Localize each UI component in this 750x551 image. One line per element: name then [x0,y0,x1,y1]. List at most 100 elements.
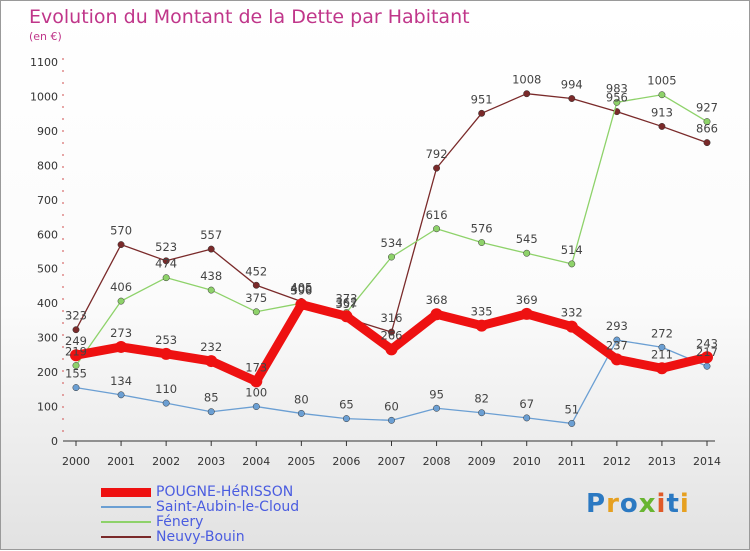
legend-item: Fénery [101,514,361,530]
data-label: 362 [335,295,357,309]
data-point [520,307,533,320]
data-point [433,404,441,412]
data-point [703,118,711,126]
x-tick-label: 2008 [423,455,451,468]
data-point [295,298,308,311]
x-tick-label: 2007 [378,455,406,468]
y-tick-label: 600 [37,228,58,241]
data-label: 474 [155,257,177,271]
data-point [297,409,305,417]
chart-unit: (en €) [29,30,62,43]
data-label: 60 [384,399,399,413]
logo-letter: r [606,489,620,519]
logo-letter: t [666,489,680,519]
series-1 [72,336,711,427]
data-label: 134 [110,374,132,388]
y-tick-label: 1000 [30,90,58,103]
data-point [703,139,711,147]
logo-letter: o [619,489,639,519]
data-point [568,95,576,102]
data-label: 557 [200,228,222,242]
x-tick-label: 2010 [513,455,541,468]
x-tick-label: 2011 [558,455,586,468]
data-label: 405 [290,280,312,294]
data-point [475,319,488,332]
data-label: 438 [200,269,222,283]
data-point [478,239,486,246]
data-label: 335 [471,305,493,319]
data-label: 368 [426,293,448,307]
data-point [252,403,260,410]
data-label: 792 [426,147,448,161]
data-label: 232 [200,340,222,354]
data-point [385,343,398,356]
logo-letter: i [656,489,667,519]
x-tick-label: 2009 [468,455,496,468]
data-point [478,409,486,417]
x-tick-label: 2014 [693,455,721,468]
y-tick-label: 900 [37,125,58,138]
legend-label: Fénery [156,514,204,530]
y-tick-label: 100 [37,401,58,414]
data-label: 523 [155,240,177,254]
data-label: 249 [65,334,87,348]
data-point [433,225,441,233]
x-tick-label: 2013 [648,455,676,468]
data-point [703,362,711,370]
data-label: 616 [426,208,448,222]
x-tick-label: 2006 [332,455,360,468]
data-point [205,355,218,368]
data-point [658,91,666,99]
data-label: 100 [245,386,267,400]
data-point [252,281,260,289]
data-label: 369 [516,293,538,307]
data-label: 243 [696,336,718,350]
data-label: 375 [245,291,267,305]
data-label: 576 [471,222,493,236]
data-point [523,90,531,98]
data-point [658,343,666,351]
data-label: 373 [335,291,357,305]
data-label: 51 [564,402,579,416]
data-label: 253 [155,333,177,347]
data-label: 65 [339,398,354,412]
data-point [207,408,215,416]
series-line [75,93,708,333]
proxiti-logo: Proxiti [586,489,690,519]
legend-label: POUGNE-HéRISSON [156,484,294,500]
data-point [117,241,125,249]
data-point [70,349,82,362]
data-point [117,391,125,399]
x-tick-label: 2004 [242,455,270,468]
data-label: 956 [606,91,628,105]
legend-swatch [101,506,151,508]
legend-swatch [101,521,151,523]
data-label: 95 [429,387,444,401]
x-tick-label: 2001 [107,455,135,468]
data-point [568,260,576,268]
data-label: 514 [561,243,583,257]
data-point [658,122,666,130]
y-tick-label: 800 [37,159,58,172]
data-point [701,351,713,364]
legend-item: Neuvy-Bouin [101,529,361,545]
data-point [207,245,215,253]
data-point [523,249,531,257]
chart-title: Evolution du Montant de la Dette par Hab… [29,6,470,28]
legend-label: Neuvy-Bouin [156,529,245,545]
y-tick-label: 300 [37,332,58,345]
data-point [250,375,263,388]
y-tick-label: 400 [37,297,58,310]
data-point [613,98,621,106]
data-point [115,340,128,353]
x-tick-label: 2000 [62,455,90,468]
data-label: 80 [294,392,309,406]
data-label: 211 [651,347,673,361]
data-point [207,286,215,294]
data-label: 570 [110,224,132,238]
x-tick-label: 2003 [197,455,225,468]
legend-swatch [101,488,151,497]
data-label: 316 [381,311,403,325]
data-point [568,419,576,427]
